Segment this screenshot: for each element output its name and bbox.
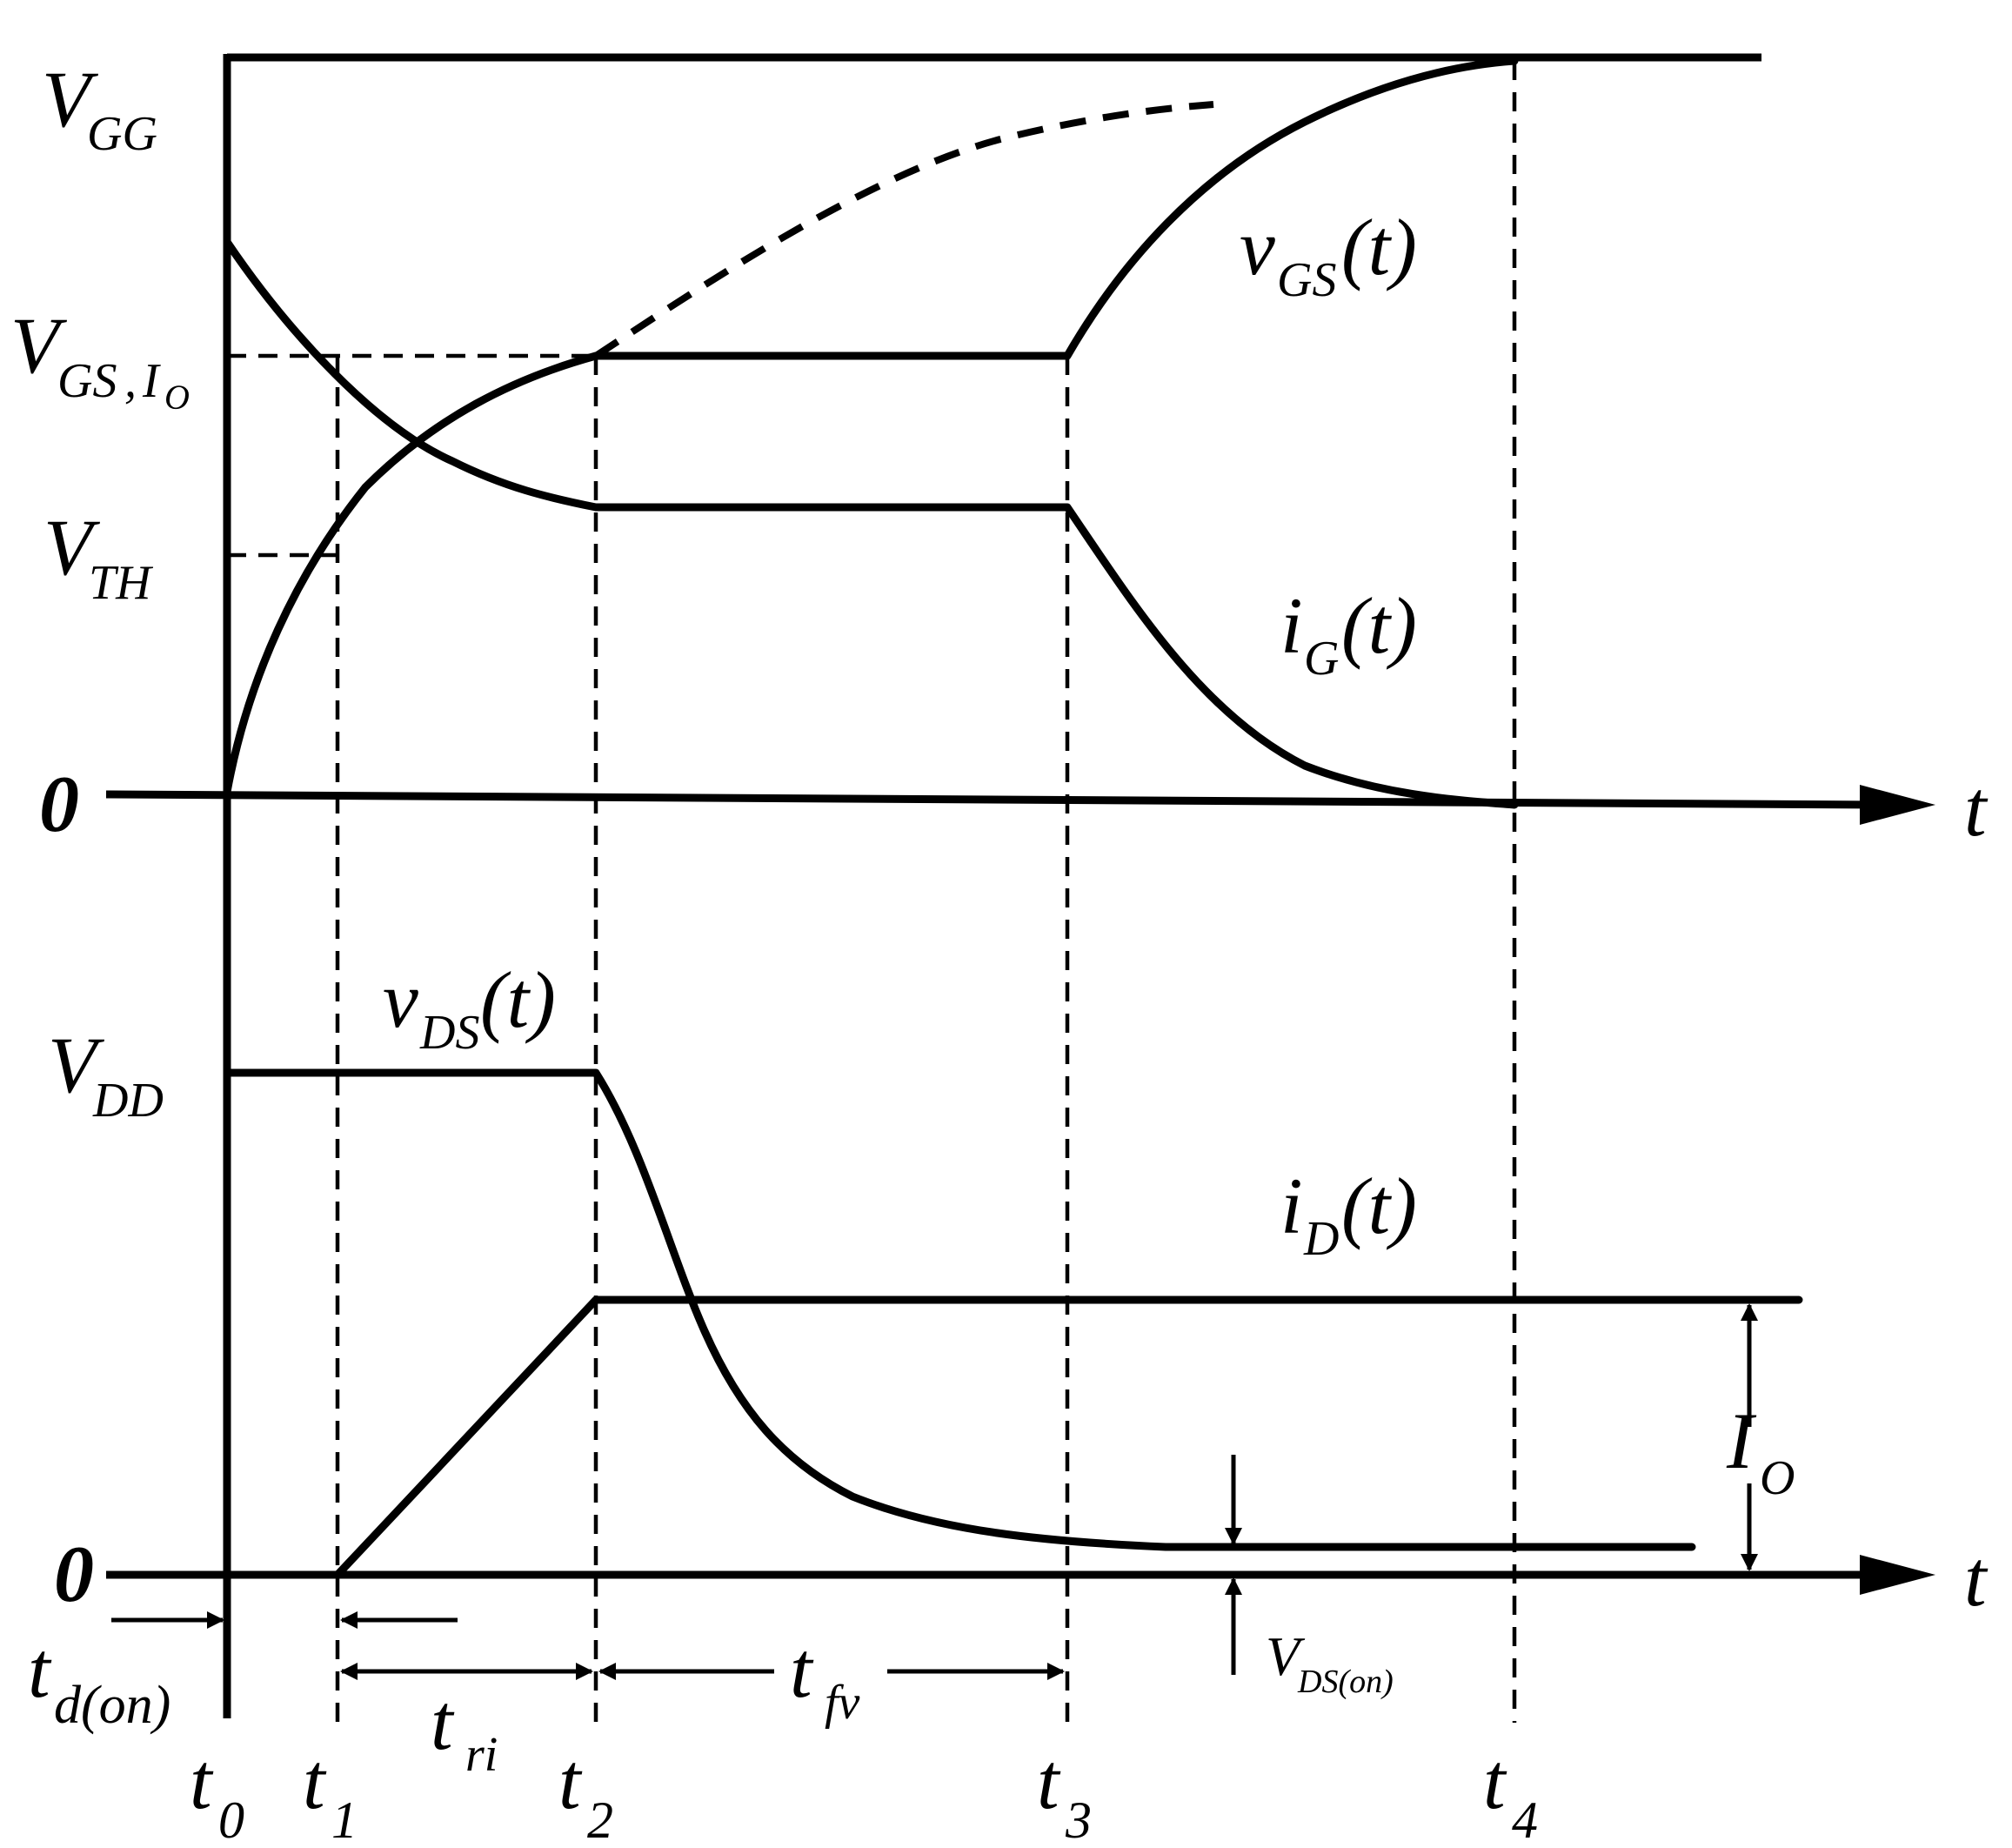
svg-text:t: t [303, 1737, 327, 1825]
svg-text:I: I [1726, 1396, 1757, 1485]
svg-text:O: O [164, 378, 190, 417]
time-axis-top-label: t [1964, 764, 1989, 853]
id-label: i D (t) [1280, 1162, 1417, 1266]
vgs-exponential-extension-dashed [593, 101, 1214, 359]
svg-text:V: V [10, 301, 68, 390]
id-curve [333, 1296, 1803, 1579]
t1-label: t 1 [303, 1737, 358, 1848]
svg-text:I: I [142, 354, 161, 408]
vgs-curve [223, 57, 1519, 796]
time-axis-top [105, 790, 1880, 809]
time-axis-top-arrowhead [1860, 785, 1935, 825]
svg-text:(t): (t) [1341, 203, 1417, 291]
svg-text:D: D [1303, 1212, 1339, 1266]
svg-text:t: t [1037, 1737, 1061, 1825]
svg-text:,: , [124, 354, 137, 408]
svg-text:2: 2 [587, 1791, 613, 1848]
vth-label: V TH [43, 503, 153, 610]
svg-text:(t): (t) [1341, 1162, 1417, 1250]
svg-text:TH: TH [89, 556, 153, 610]
t0-label: t 0 [190, 1737, 244, 1848]
svg-text:ri: ri [465, 1728, 498, 1782]
svg-text:DD: DD [92, 1074, 164, 1128]
svg-text:i: i [1280, 581, 1303, 670]
svg-text:V: V [43, 503, 101, 592]
svg-text:v: v [383, 955, 418, 1044]
svg-text:V: V [1266, 1625, 1306, 1687]
tdon-label: t d(on) [28, 1625, 170, 1735]
svg-text:4: 4 [1512, 1791, 1538, 1848]
zero-label-top: 0 [39, 760, 79, 848]
svg-text:t: t [431, 1677, 455, 1766]
ig-label: i G (t) [1280, 581, 1417, 686]
svg-text:O: O [1760, 1451, 1795, 1505]
svg-text:(t): (t) [480, 955, 556, 1044]
svg-text:v: v [1240, 203, 1275, 291]
vdd-label: V DD [48, 1021, 164, 1128]
svg-text:V: V [48, 1021, 105, 1109]
time-axis-bottom-label: t [1964, 1534, 1989, 1623]
vgsio-label: V GS , I O [10, 301, 190, 417]
svg-text:DS(on): DS(on) [1297, 1664, 1394, 1700]
zero-label-bottom: 0 [54, 1530, 94, 1618]
svg-text:GS: GS [57, 354, 117, 408]
svg-text:G: G [1304, 632, 1339, 686]
svg-text:t: t [790, 1625, 814, 1714]
svg-text:V: V [42, 55, 99, 144]
svg-text:i: i [1280, 1162, 1303, 1250]
tfv-label: t fv [790, 1625, 860, 1730]
svg-text:t: t [1483, 1737, 1507, 1825]
svg-text:3: 3 [1065, 1791, 1092, 1848]
vgs-label: v GS (t) [1240, 203, 1417, 307]
io-label: I O [1726, 1396, 1795, 1505]
vds-curve [223, 1068, 1696, 1551]
time-axis-bottom-arrowhead [1860, 1555, 1935, 1595]
svg-text:(t): (t) [1341, 581, 1417, 670]
vds-label: v DS (t) [383, 955, 556, 1060]
svg-text:1: 1 [331, 1791, 358, 1848]
t4-label: t 4 [1483, 1737, 1538, 1848]
vdson-label: V DS(on) [1266, 1625, 1394, 1700]
svg-text:GS: GS [1277, 253, 1336, 307]
svg-text:t: t [190, 1737, 214, 1825]
svg-text:t: t [28, 1625, 52, 1714]
svg-text:d(on): d(on) [54, 1676, 170, 1735]
t3-label: t 3 [1037, 1737, 1092, 1848]
ig-curve [223, 238, 1519, 809]
svg-text:GG: GG [87, 107, 157, 161]
t2-label: t 2 [558, 1737, 613, 1848]
svg-text:DS: DS [419, 1006, 479, 1060]
vgg-label: V GG [42, 55, 157, 161]
tri-label: t ri [431, 1677, 498, 1782]
svg-text:0: 0 [218, 1791, 244, 1848]
svg-text:t: t [558, 1737, 583, 1825]
svg-text:fv: fv [825, 1676, 860, 1730]
